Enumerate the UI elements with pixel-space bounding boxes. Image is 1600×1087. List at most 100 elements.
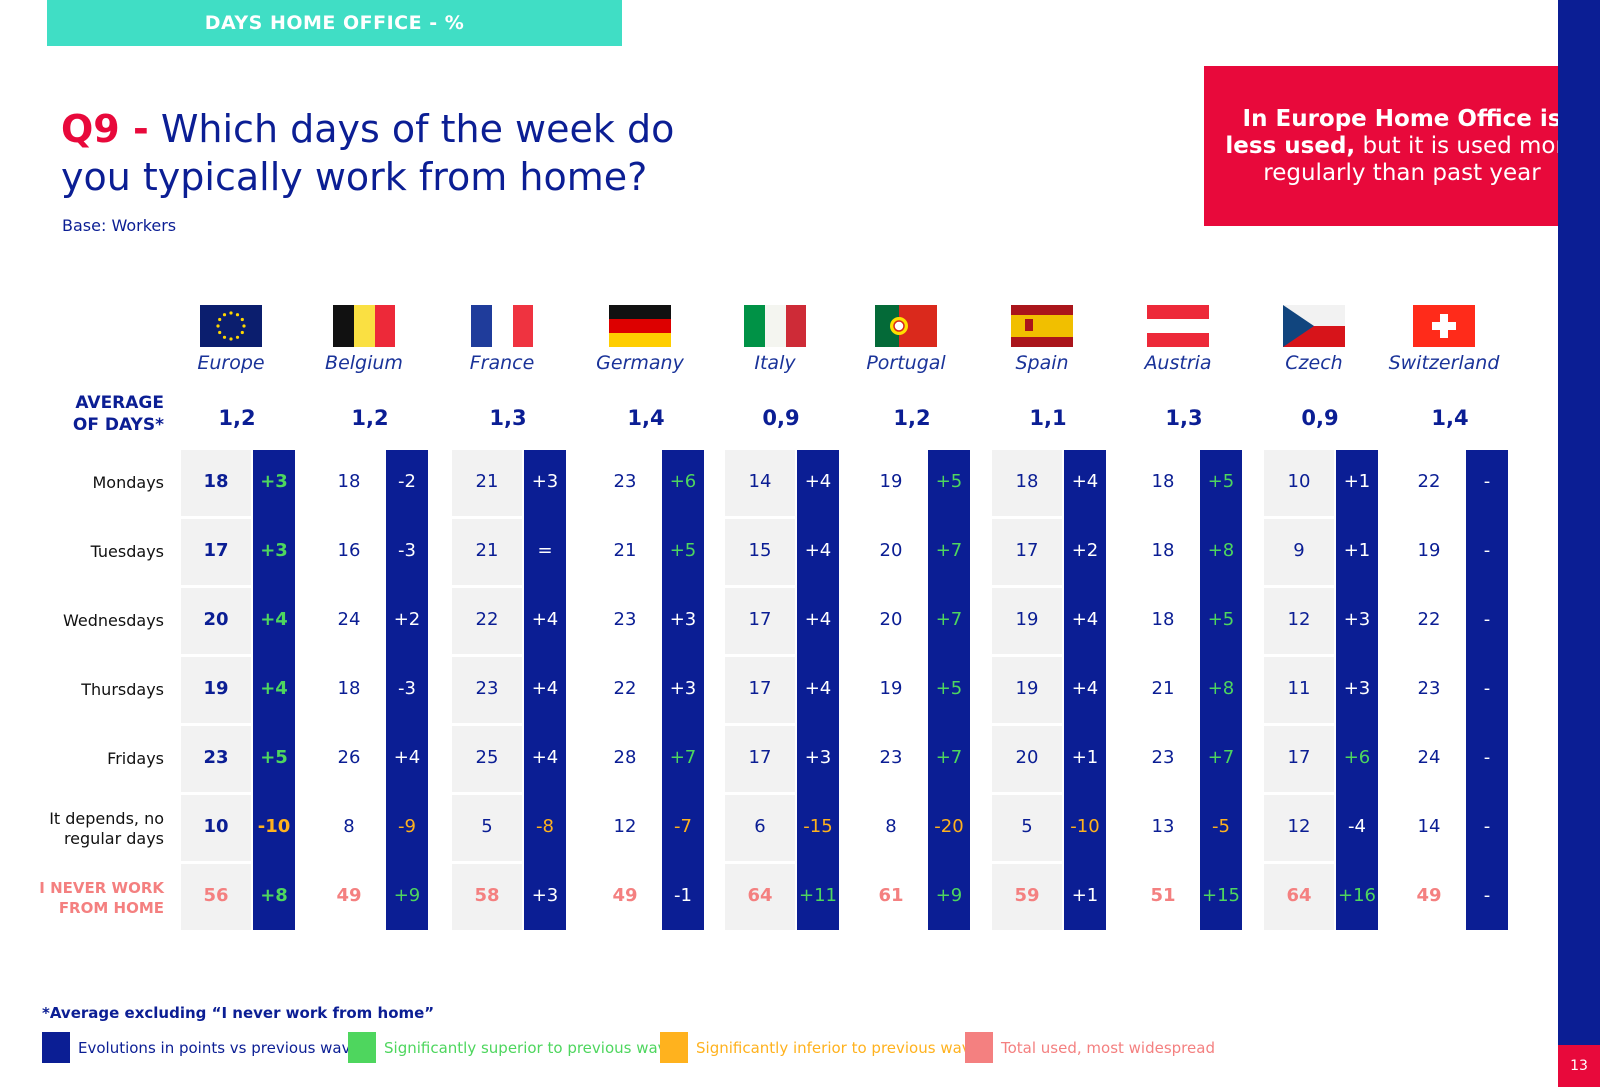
evolution-switzerland-row2: -	[1483, 540, 1491, 561]
evolution-belgium-row2: -3	[398, 540, 416, 561]
evolution-france-row3: +4	[531, 609, 559, 630]
value-czech-row3: 12	[1287, 609, 1311, 630]
country-name-italy: Italy	[754, 352, 796, 374]
value-spain-row7: 59	[1014, 885, 1040, 906]
row-label-2: Tuesdays	[90, 542, 164, 561]
cell-bg	[452, 726, 522, 792]
cell-bg	[181, 864, 251, 930]
evolution-portugal-row5: +7	[935, 747, 963, 768]
evolution-switzerland-row1: -	[1483, 471, 1491, 492]
evolution-bar-spain	[1064, 450, 1106, 930]
value-czech-row7: 64	[1286, 885, 1312, 906]
evolution-spain-row6: -10	[1070, 816, 1100, 837]
evolution-portugal-row6: -20	[934, 816, 964, 837]
page-number: 13	[1558, 1045, 1600, 1087]
italy-flag-graphic	[744, 305, 806, 347]
evolution-austria-row5: +7	[1207, 747, 1235, 768]
evolution-europe-row7: +8	[260, 885, 288, 906]
cell-bg	[992, 726, 1062, 792]
legend-label: Evolutions in points vs previous wave	[78, 1038, 360, 1057]
cell-bg	[1264, 864, 1334, 930]
evolution-switzerland-row6: -	[1483, 816, 1491, 837]
legend-swatch	[965, 1032, 993, 1063]
austria-flag-graphic	[1147, 305, 1209, 347]
value-portugal-row7: 61	[878, 885, 904, 906]
italy-flag	[744, 305, 806, 347]
value-europe-row4: 19	[203, 678, 229, 699]
evolution-italy-row6: -15	[803, 816, 833, 837]
value-switzerland-row4: 23	[1417, 678, 1441, 699]
evolution-italy-row4: +4	[804, 678, 832, 699]
evolution-europe-row3: +4	[260, 609, 288, 630]
evolution-austria-row4: +8	[1207, 678, 1235, 699]
cell-bg	[992, 588, 1062, 654]
value-europe-row2: 17	[203, 540, 229, 561]
value-germany-row3: 23	[613, 609, 637, 630]
evolution-europe-row1: +3	[260, 471, 288, 492]
spain-flag-graphic	[1011, 305, 1073, 347]
footnote: *Average excluding “I never work from ho…	[42, 1004, 435, 1022]
average-switzerland: 1,4	[1431, 406, 1469, 430]
eu-flag	[200, 305, 262, 347]
evolution-czech-row1: +1	[1343, 471, 1371, 492]
value-switzerland-row3: 22	[1417, 609, 1441, 630]
section-tag: DAYS HOME OFFICE - %	[47, 0, 622, 46]
value-czech-row6: 12	[1287, 816, 1311, 837]
value-spain-row2: 17	[1015, 540, 1039, 561]
country-name-belgium: Belgium	[325, 352, 403, 374]
country-name-czech: Czech	[1285, 352, 1343, 374]
cell-bg	[725, 450, 795, 516]
question-number: Q9 -	[61, 107, 149, 151]
cell-bg	[992, 864, 1062, 930]
evolution-france-row5: +4	[531, 747, 559, 768]
austria-flag	[1147, 305, 1209, 347]
evolution-spain-row3: +4	[1071, 609, 1099, 630]
evolution-spain-row2: +2	[1071, 540, 1099, 561]
cell-bg	[452, 588, 522, 654]
callout-light: but it is used more regularly than past …	[1263, 132, 1579, 186]
belgium-flag-graphic	[333, 305, 395, 347]
cell-bg	[181, 726, 251, 792]
evolution-belgium-row5: +4	[393, 747, 421, 768]
value-france-row6: 5	[481, 816, 493, 837]
evolution-belgium-row4: -3	[398, 678, 416, 699]
value-portugal-row6: 8	[885, 816, 897, 837]
value-portugal-row4: 19	[879, 678, 903, 699]
evolution-bar-belgium	[386, 450, 428, 930]
legend-item-1: Evolutions in points vs previous wave	[42, 1032, 360, 1063]
average-belgium: 1,2	[351, 406, 389, 430]
cell-bg	[992, 657, 1062, 723]
value-europe-row3: 20	[203, 609, 229, 630]
cell-bg	[725, 519, 795, 585]
evolution-belgium-row6: -9	[398, 816, 416, 837]
france-flag	[471, 305, 533, 347]
average-europe: 1,2	[218, 406, 256, 430]
value-germany-row6: 12	[613, 816, 637, 837]
cell-bg	[1264, 588, 1334, 654]
evolution-bar-austria	[1200, 450, 1242, 930]
cell-bg	[1264, 795, 1334, 861]
value-france-row4: 23	[475, 678, 499, 699]
value-switzerland-row6: 14	[1417, 816, 1441, 837]
evolution-switzerland-row5: -	[1483, 747, 1491, 768]
cell-bg	[725, 588, 795, 654]
cell-bg	[725, 795, 795, 861]
evolution-portugal-row1: +5	[935, 471, 963, 492]
row-label-5: Fridays	[107, 749, 164, 768]
value-europe-row5: 23	[203, 747, 229, 768]
legend-swatch	[42, 1032, 70, 1063]
cell-bg	[992, 450, 1062, 516]
value-germany-row7: 49	[612, 885, 638, 906]
value-france-row7: 58	[474, 885, 500, 906]
legend-item-2: Significantly superior to previous wave	[348, 1032, 676, 1063]
evolution-bar-portugal	[928, 450, 970, 930]
cell-bg	[181, 588, 251, 654]
value-portugal-row5: 23	[879, 747, 903, 768]
value-belgium-row2: 16	[337, 540, 361, 561]
evolution-belgium-row7: +9	[393, 885, 421, 906]
evolution-portugal-row7: +9	[935, 885, 963, 906]
evolution-switzerland-row4: -	[1483, 678, 1491, 699]
value-europe-row7: 56	[203, 885, 229, 906]
cell-bg	[1264, 657, 1334, 723]
value-italy-row7: 64	[747, 885, 773, 906]
